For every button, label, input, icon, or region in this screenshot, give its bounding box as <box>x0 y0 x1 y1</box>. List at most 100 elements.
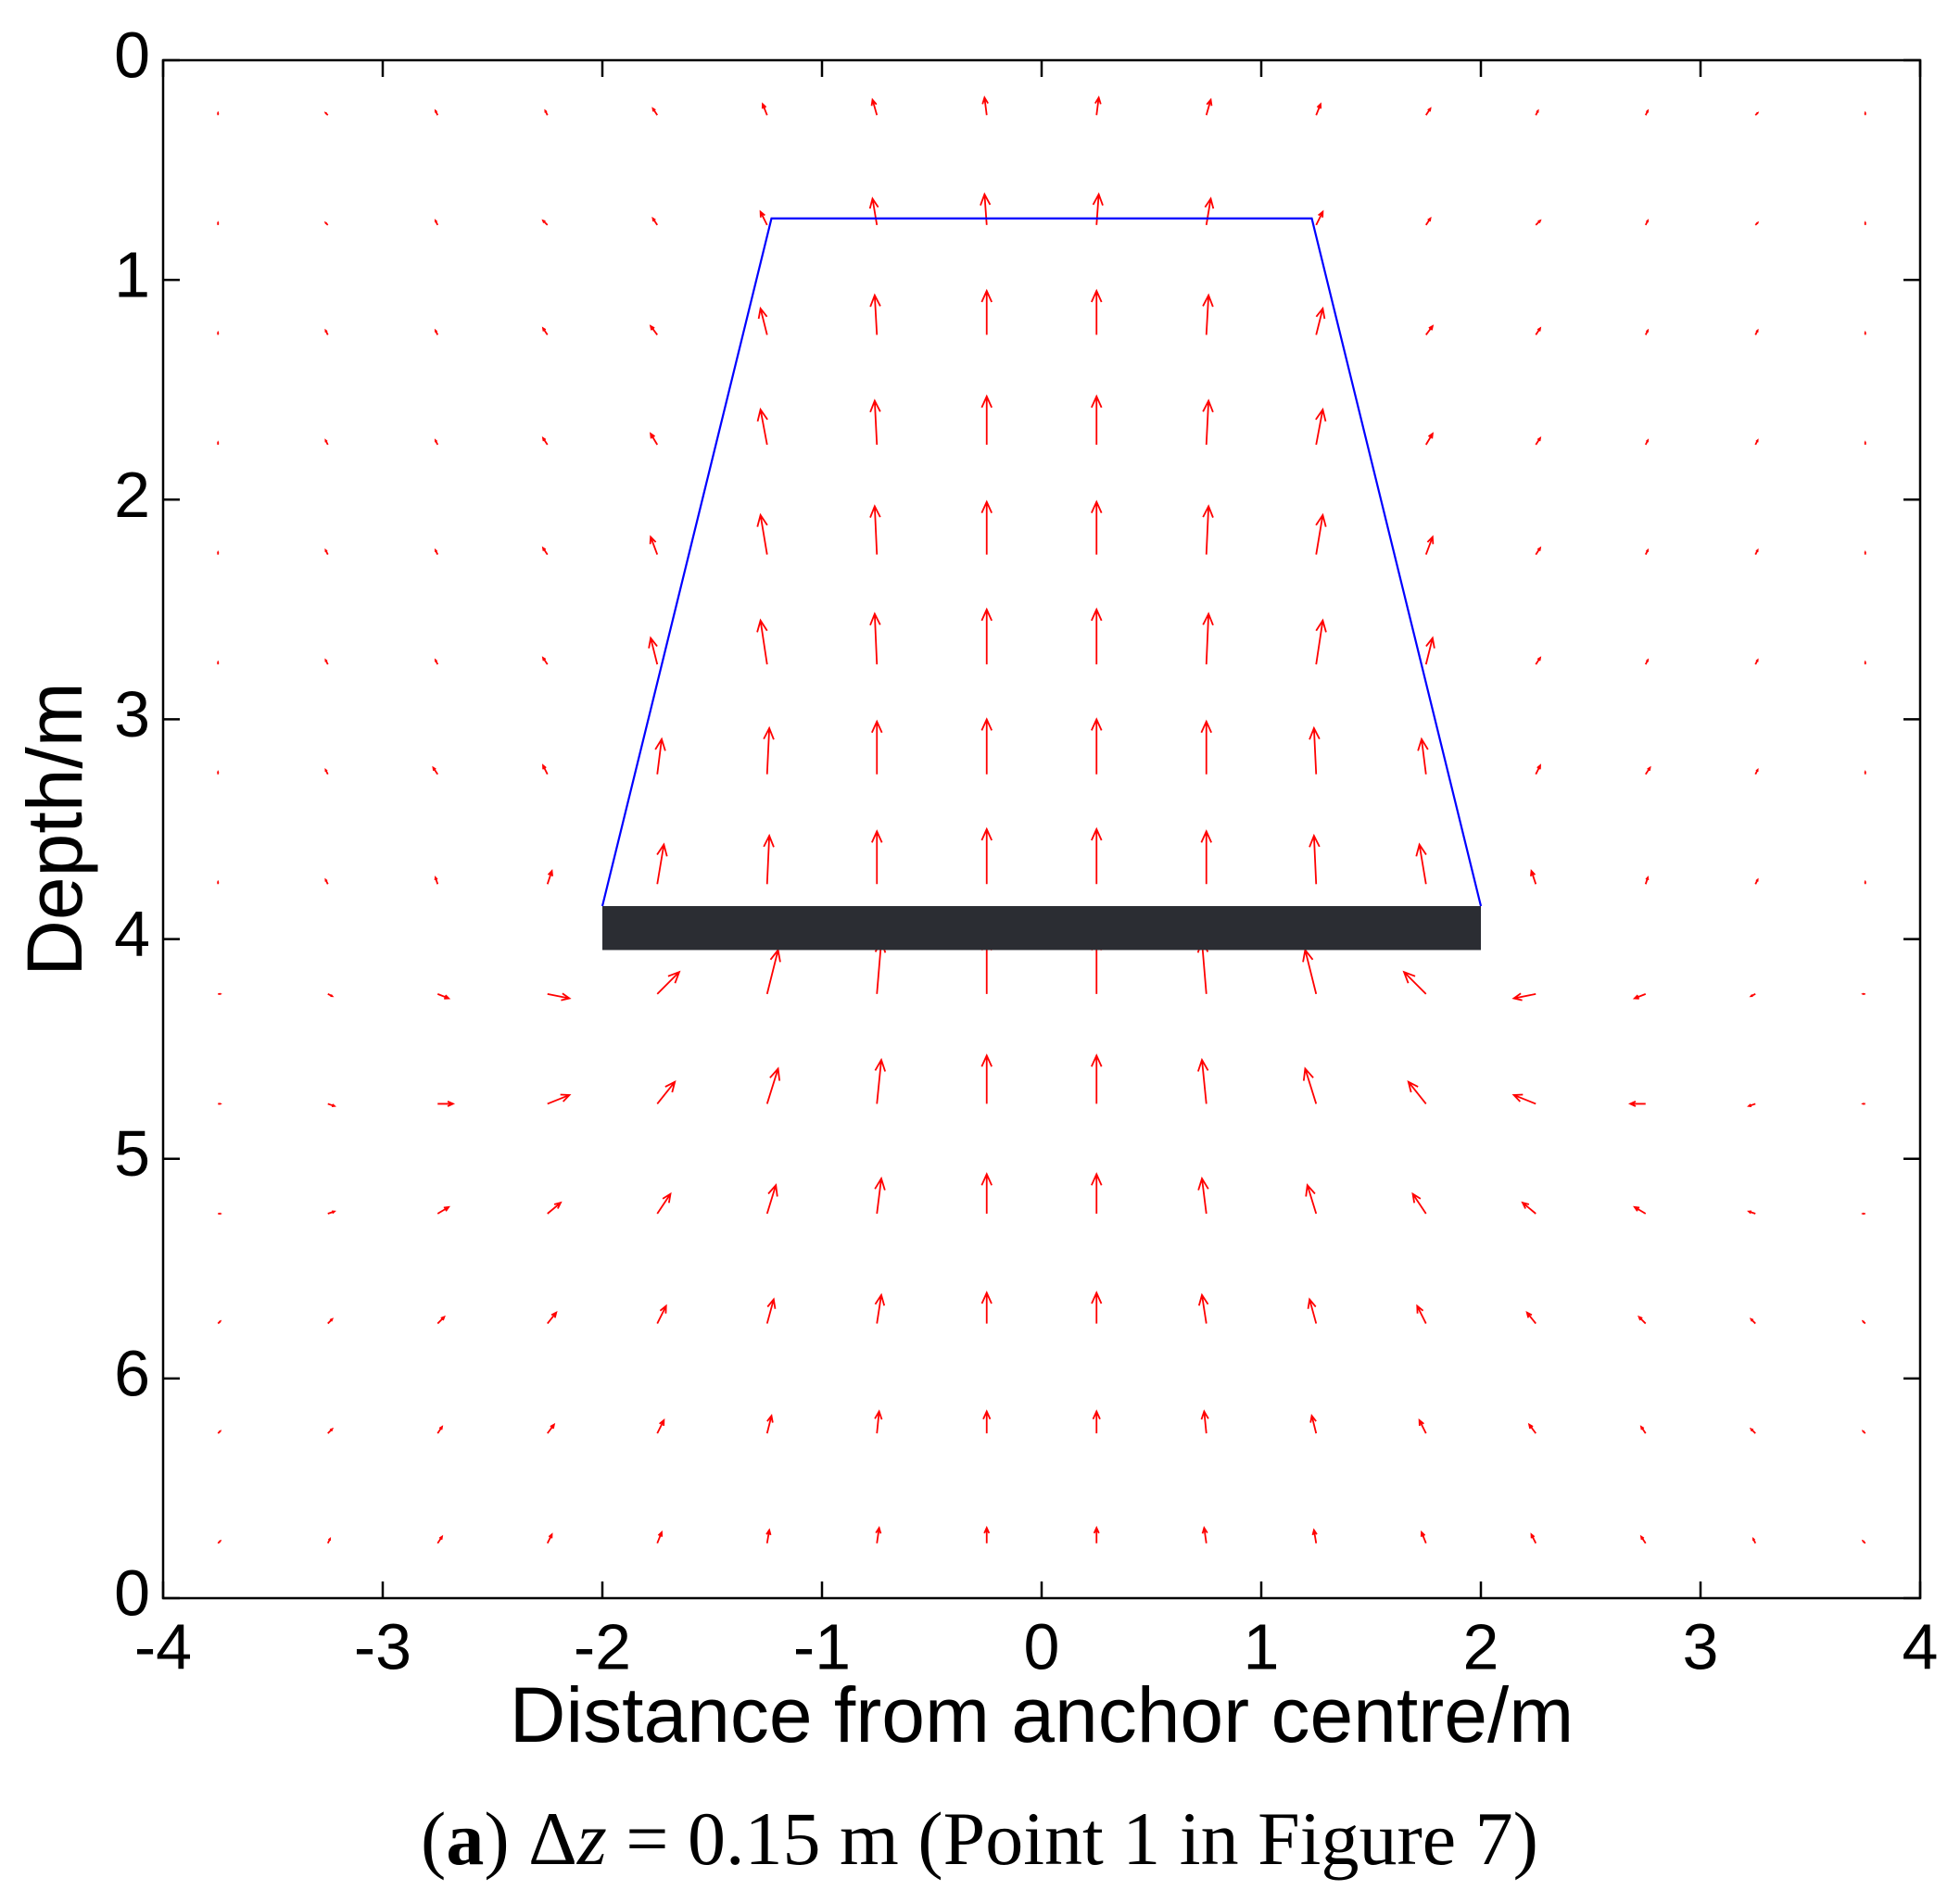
arrow <box>874 1409 883 1434</box>
arrow <box>1418 1418 1427 1434</box>
arrow <box>434 219 439 226</box>
arrow <box>757 306 768 335</box>
arrow <box>547 1422 556 1434</box>
arrow <box>656 1079 677 1104</box>
arrow <box>756 618 768 665</box>
arrow <box>1633 1205 1647 1215</box>
arrow <box>217 879 220 885</box>
arrow <box>874 1057 887 1104</box>
arrow <box>1627 1100 1646 1107</box>
arrow <box>980 717 993 775</box>
arrow <box>1204 196 1215 226</box>
arrow <box>1527 1422 1536 1434</box>
arrow <box>1196 1057 1209 1104</box>
arrow <box>1425 216 1432 226</box>
arrow <box>868 196 879 226</box>
arrow <box>1754 548 1759 555</box>
y-tick-label: 3 <box>114 678 150 750</box>
arrow <box>869 398 881 446</box>
arrow <box>432 765 438 775</box>
arrow <box>874 1176 886 1215</box>
arrow <box>324 768 329 775</box>
arrow <box>1425 107 1432 116</box>
arrow <box>765 1297 777 1324</box>
arrow <box>324 548 329 555</box>
arrow <box>982 1409 992 1434</box>
arrow <box>436 993 451 1000</box>
arrow <box>217 1319 222 1325</box>
arrow <box>1535 219 1542 226</box>
arrow <box>1091 826 1103 885</box>
arrow <box>980 607 993 665</box>
arrow <box>1309 725 1321 775</box>
arrow <box>1315 102 1322 116</box>
arrow <box>756 512 768 555</box>
arrow <box>656 1191 672 1215</box>
arrow <box>1420 1530 1427 1544</box>
arrow <box>1754 877 1759 885</box>
arrow <box>436 1205 450 1215</box>
arrow <box>1315 407 1327 446</box>
arrow <box>1200 719 1212 775</box>
arrow <box>1644 548 1650 555</box>
arrow <box>1309 833 1321 885</box>
arrow <box>1416 1304 1427 1324</box>
arrow <box>1644 438 1650 446</box>
caption-part: ( <box>421 1796 446 1881</box>
arrow <box>869 504 881 555</box>
arrow <box>1749 1317 1756 1325</box>
arrow <box>1749 1427 1756 1434</box>
arrow <box>765 1528 772 1544</box>
arrow <box>1638 1315 1647 1325</box>
arrow <box>1311 1528 1318 1544</box>
arrow <box>217 770 220 775</box>
arrow <box>656 842 668 885</box>
arrow <box>1754 658 1759 665</box>
arrow <box>1402 970 1427 995</box>
arrow <box>1861 1319 1866 1325</box>
arrow <box>1535 108 1539 116</box>
arrow <box>436 1425 444 1434</box>
arrow <box>546 1532 553 1544</box>
arrow <box>765 1414 774 1434</box>
arrow <box>218 992 222 996</box>
arrow <box>1091 499 1103 555</box>
arrow <box>1754 768 1759 775</box>
arrow <box>1861 1102 1865 1105</box>
arrow <box>650 432 659 446</box>
arrow <box>980 288 993 335</box>
arrow <box>1644 876 1650 885</box>
arrow <box>434 658 439 665</box>
failure-outline <box>601 217 1483 907</box>
arrow <box>1861 1539 1866 1544</box>
arrow <box>1091 394 1103 445</box>
arrow <box>436 1534 444 1544</box>
arrow <box>980 192 992 225</box>
arrow <box>1093 1525 1100 1544</box>
y-tick-label: 0 <box>114 19 150 91</box>
arrow <box>541 546 549 556</box>
arrow <box>1307 1297 1318 1324</box>
arrow <box>1092 192 1104 225</box>
arrow <box>434 548 439 555</box>
arrow <box>1201 1525 1208 1544</box>
arrow <box>656 1304 667 1324</box>
arrow <box>1424 432 1434 446</box>
arrow <box>1861 992 1865 996</box>
arrow <box>980 394 993 445</box>
arrow <box>651 107 658 116</box>
y-tick-label: 0 <box>114 1556 150 1629</box>
y-axis-title: Depth/m <box>11 682 98 976</box>
arrow <box>542 763 549 775</box>
x-tick-label: 3 <box>1683 1610 1719 1682</box>
arrow <box>983 1525 991 1544</box>
arrow <box>871 719 883 775</box>
arrow <box>1302 948 1318 995</box>
arrow <box>1632 993 1647 1000</box>
arrow <box>1754 111 1760 116</box>
arrow <box>434 438 439 446</box>
arrow <box>1315 618 1327 665</box>
x-tick-label: 0 <box>1024 1610 1060 1682</box>
arrow <box>654 737 666 775</box>
